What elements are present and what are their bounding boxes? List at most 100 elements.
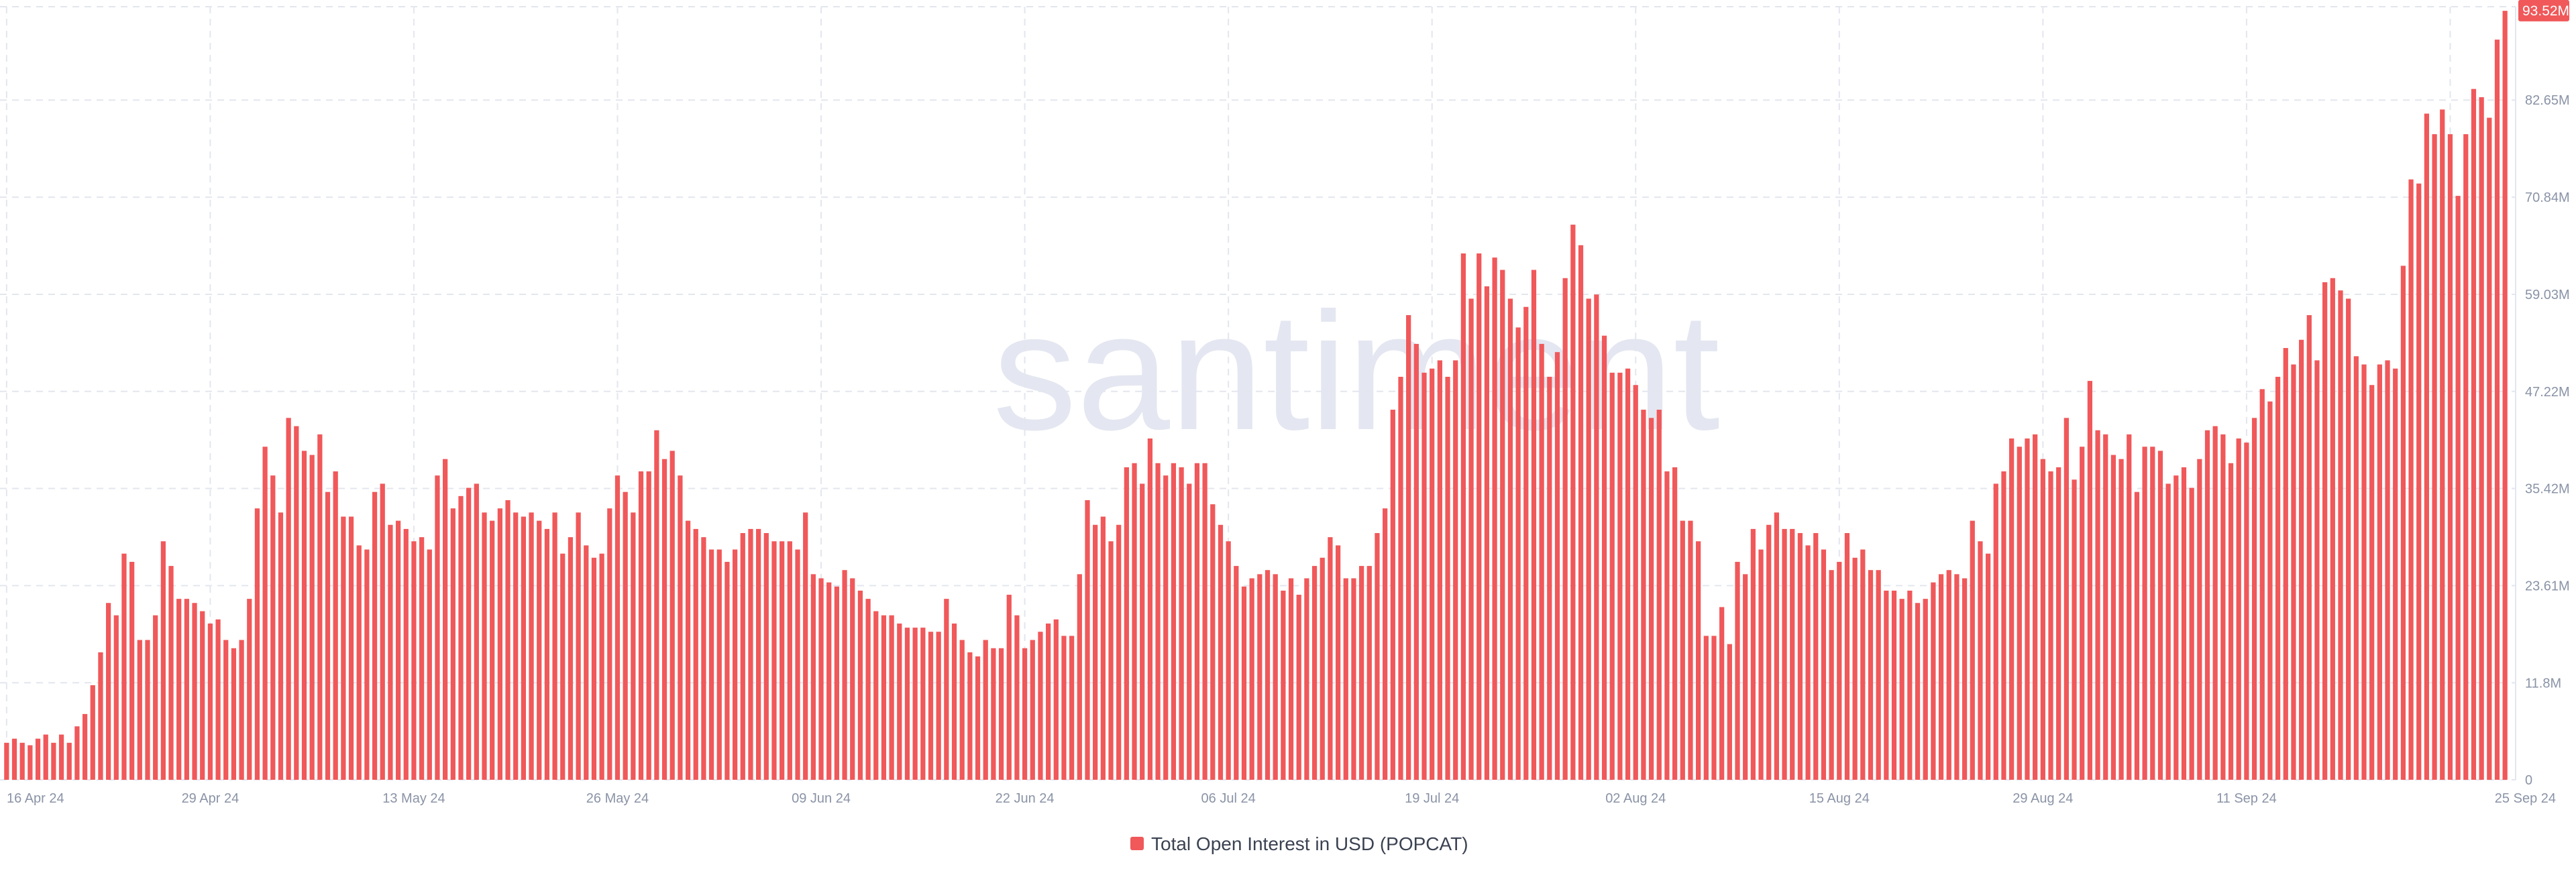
bar[interactable] [1265, 570, 1271, 780]
bar[interactable] [2400, 266, 2406, 780]
bar[interactable] [1938, 574, 1944, 780]
bar[interactable] [1617, 372, 1623, 780]
bar[interactable] [223, 640, 229, 780]
bar[interactable] [1547, 376, 1552, 780]
bar[interactable] [1970, 520, 1975, 780]
bar[interactable] [2251, 418, 2257, 780]
bar[interactable] [1430, 368, 1435, 780]
bar[interactable] [160, 541, 166, 780]
bar[interactable] [1735, 561, 1740, 780]
bar[interactable] [1954, 574, 1960, 780]
bar[interactable] [685, 520, 691, 780]
bar[interactable] [967, 652, 973, 780]
bar[interactable] [2103, 434, 2108, 780]
bar[interactable] [732, 549, 738, 780]
bar[interactable] [2432, 134, 2437, 780]
bar[interactable] [325, 491, 331, 780]
bar[interactable] [1460, 253, 1466, 780]
bar[interactable] [936, 632, 941, 780]
bar[interactable] [1375, 533, 1380, 780]
bar[interactable] [1688, 520, 1693, 780]
bar[interactable] [215, 619, 221, 780]
bar[interactable] [1069, 636, 1075, 780]
bar[interactable] [1601, 335, 1607, 780]
bar[interactable] [1758, 549, 1764, 780]
bar[interactable] [795, 549, 800, 780]
bar[interactable] [2455, 196, 2461, 780]
bar[interactable] [82, 713, 88, 780]
bar[interactable] [780, 541, 785, 780]
bar[interactable] [1477, 253, 1482, 780]
bar[interactable] [2494, 40, 2500, 780]
bar[interactable] [834, 586, 840, 780]
bar[interactable] [544, 528, 550, 780]
bar[interactable] [1421, 372, 1427, 780]
bar[interactable] [1171, 463, 1177, 780]
bar[interactable] [1383, 508, 1388, 780]
bar[interactable] [756, 528, 761, 780]
bar[interactable] [897, 623, 902, 780]
bar[interactable] [2181, 467, 2187, 780]
bar[interactable] [388, 524, 393, 780]
bar[interactable] [1797, 533, 1803, 780]
bar[interactable] [1257, 574, 1263, 780]
bar[interactable] [262, 447, 268, 780]
bar[interactable] [2322, 282, 2328, 780]
bar[interactable] [317, 434, 323, 780]
bar[interactable] [1852, 557, 1858, 780]
bar[interactable] [1045, 623, 1051, 780]
bar[interactable] [2017, 447, 2022, 780]
bar[interactable] [43, 734, 48, 780]
bar[interactable] [1163, 475, 1169, 780]
bar[interactable] [708, 549, 714, 780]
bar[interactable] [4, 742, 9, 780]
bar[interactable] [1594, 294, 1599, 780]
bar[interactable] [395, 520, 401, 780]
bar[interactable] [537, 520, 542, 780]
bar[interactable] [2110, 455, 2116, 780]
bar[interactable] [1641, 410, 1646, 780]
bar[interactable] [1179, 467, 1184, 780]
bar[interactable] [1790, 528, 1795, 780]
bar[interactable] [1774, 512, 1780, 780]
bar[interactable] [928, 632, 934, 780]
bar[interactable] [2056, 467, 2061, 780]
bar[interactable] [959, 640, 965, 780]
bar[interactable] [631, 512, 636, 780]
bar[interactable] [2095, 430, 2100, 780]
bar[interactable] [1241, 586, 1247, 780]
bar[interactable] [1100, 516, 1106, 780]
bar[interactable] [826, 582, 832, 780]
bar[interactable] [2377, 364, 2382, 780]
bar[interactable] [623, 491, 628, 780]
bar[interactable] [724, 561, 730, 780]
bar[interactable] [1891, 590, 1897, 780]
bar[interactable] [2001, 471, 2006, 780]
bar[interactable] [1006, 595, 1012, 780]
bar[interactable] [1931, 582, 1936, 780]
bar[interactable] [1884, 590, 1889, 780]
bar[interactable] [1946, 570, 1951, 780]
bar[interactable] [2283, 348, 2288, 780]
bar[interactable] [1562, 278, 1568, 780]
bar[interactable] [2314, 360, 2320, 780]
bar[interactable] [403, 528, 409, 780]
bar[interactable] [2157, 451, 2163, 780]
bar[interactable] [270, 475, 276, 780]
bar[interactable] [2353, 356, 2359, 780]
bar[interactable] [1406, 314, 1411, 780]
bar[interactable] [1202, 463, 1208, 780]
bar[interactable] [2408, 179, 2414, 780]
bar[interactable] [2424, 113, 2430, 780]
bar[interactable] [66, 742, 72, 780]
bar[interactable] [1328, 537, 1333, 780]
bar[interactable] [2447, 134, 2453, 780]
bar[interactable] [1030, 640, 1035, 780]
bar[interactable] [2275, 376, 2281, 780]
bar[interactable] [1978, 541, 1983, 780]
bar[interactable] [1108, 541, 1114, 780]
bar[interactable] [2072, 479, 2077, 780]
bar[interactable] [591, 557, 597, 780]
bar[interactable] [2033, 434, 2038, 780]
bar[interactable] [1484, 286, 1490, 780]
